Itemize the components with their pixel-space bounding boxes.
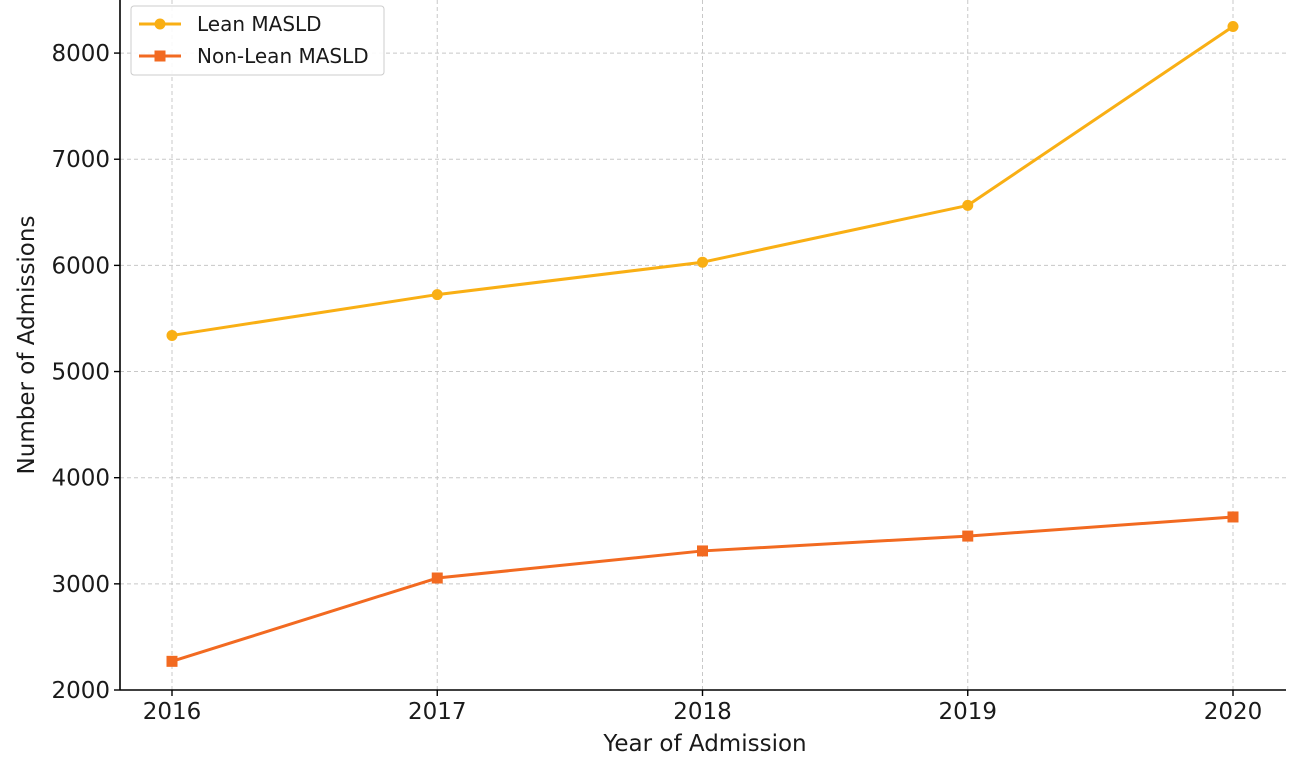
data-point [166,655,178,667]
x-tick-label: 2019 [938,699,997,725]
x-tick-label: 2017 [408,699,467,725]
legend-item: Lean MASLD [139,12,322,36]
data-point [697,545,708,557]
y-tick-label: 2000 [51,678,110,704]
grid-lines [120,0,1286,691]
x-axis-label: Year of Admission [602,731,806,757]
legend-item: Non-Lean MASLD [139,44,369,68]
series [166,21,1239,667]
y-tick-label: 8000 [51,41,110,67]
y-tick-label: 6000 [51,253,110,279]
legend-box [130,5,385,76]
series-lean-masld [166,21,1239,341]
y-axis-label: Number of Admissions [14,216,40,475]
legend-marker [154,18,166,30]
x-tick-label: 2018 [673,699,732,725]
data-point [1227,511,1239,523]
x-tick-label: 2020 [1204,699,1263,725]
data-point [1227,21,1239,33]
y-tick-label: 3000 [51,572,110,598]
y-tick-label: 4000 [51,466,110,492]
data-point [697,256,708,268]
y-tick-label: 7000 [51,147,110,173]
data-point [166,329,178,341]
data-point [962,530,974,542]
legend: Lean MASLD Non-Lean MASLD [130,5,385,76]
legend-marker [154,50,166,62]
data-point [431,289,443,301]
tick-labels: 2000 3000 4000 5000 6000 7000 8000 2016 2017 2018… [51,41,1262,725]
data-point [962,199,974,211]
series-non-lean-masld [166,511,1239,667]
data-point [431,572,443,584]
y-tick-label: 5000 [51,360,110,386]
x-tick-label: 2016 [143,699,202,725]
legend-label: Non-Lean MASLD [197,44,369,68]
legend-label: Lean MASLD [197,12,322,36]
